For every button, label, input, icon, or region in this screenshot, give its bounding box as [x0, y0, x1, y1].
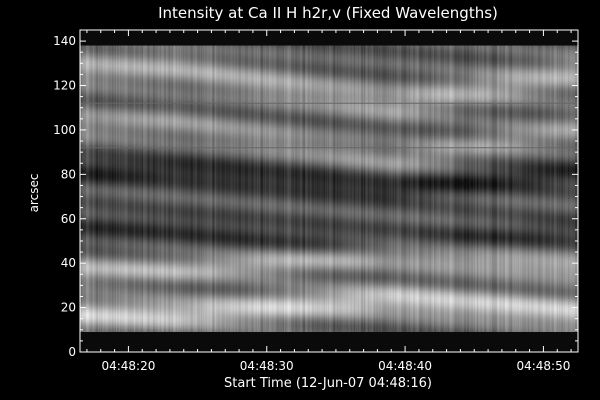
x-tick-label: 04:48:50 [516, 359, 570, 373]
y-tick-label: 0 [68, 345, 76, 359]
x-tick-label: 04:48:30 [240, 359, 294, 373]
x-tick-label: 04:48:40 [378, 359, 432, 373]
y-tick-label: 120 [53, 79, 76, 93]
y-tick-label: 20 [61, 301, 76, 315]
y-tick-label: 40 [61, 256, 76, 270]
plot-area [79, 29, 579, 353]
x-axis: 04:48:20 04:48:30 04:48:40 04:48:50 [86, 30, 572, 373]
intensity-heatmap [80, 45, 578, 333]
chart-title: Intensity at Ca II H h2r,v (Fixed Wavele… [158, 4, 498, 22]
x-axis-label: Start Time (12-Jun-07 04:48:16) [224, 376, 432, 391]
y-tick-label: 140 [53, 34, 76, 48]
axes-frame [79, 29, 579, 353]
y-axis: 0 20 40 60 80 100 120 140 [53, 29, 578, 359]
x-tick-label: 04:48:20 [101, 359, 155, 373]
y-tick-label: 100 [53, 123, 76, 137]
y-tick-label: 80 [61, 167, 76, 181]
y-tick-label: 60 [61, 212, 76, 226]
reference-lines [80, 102, 578, 149]
y-axis-label: arcsec [27, 174, 41, 213]
